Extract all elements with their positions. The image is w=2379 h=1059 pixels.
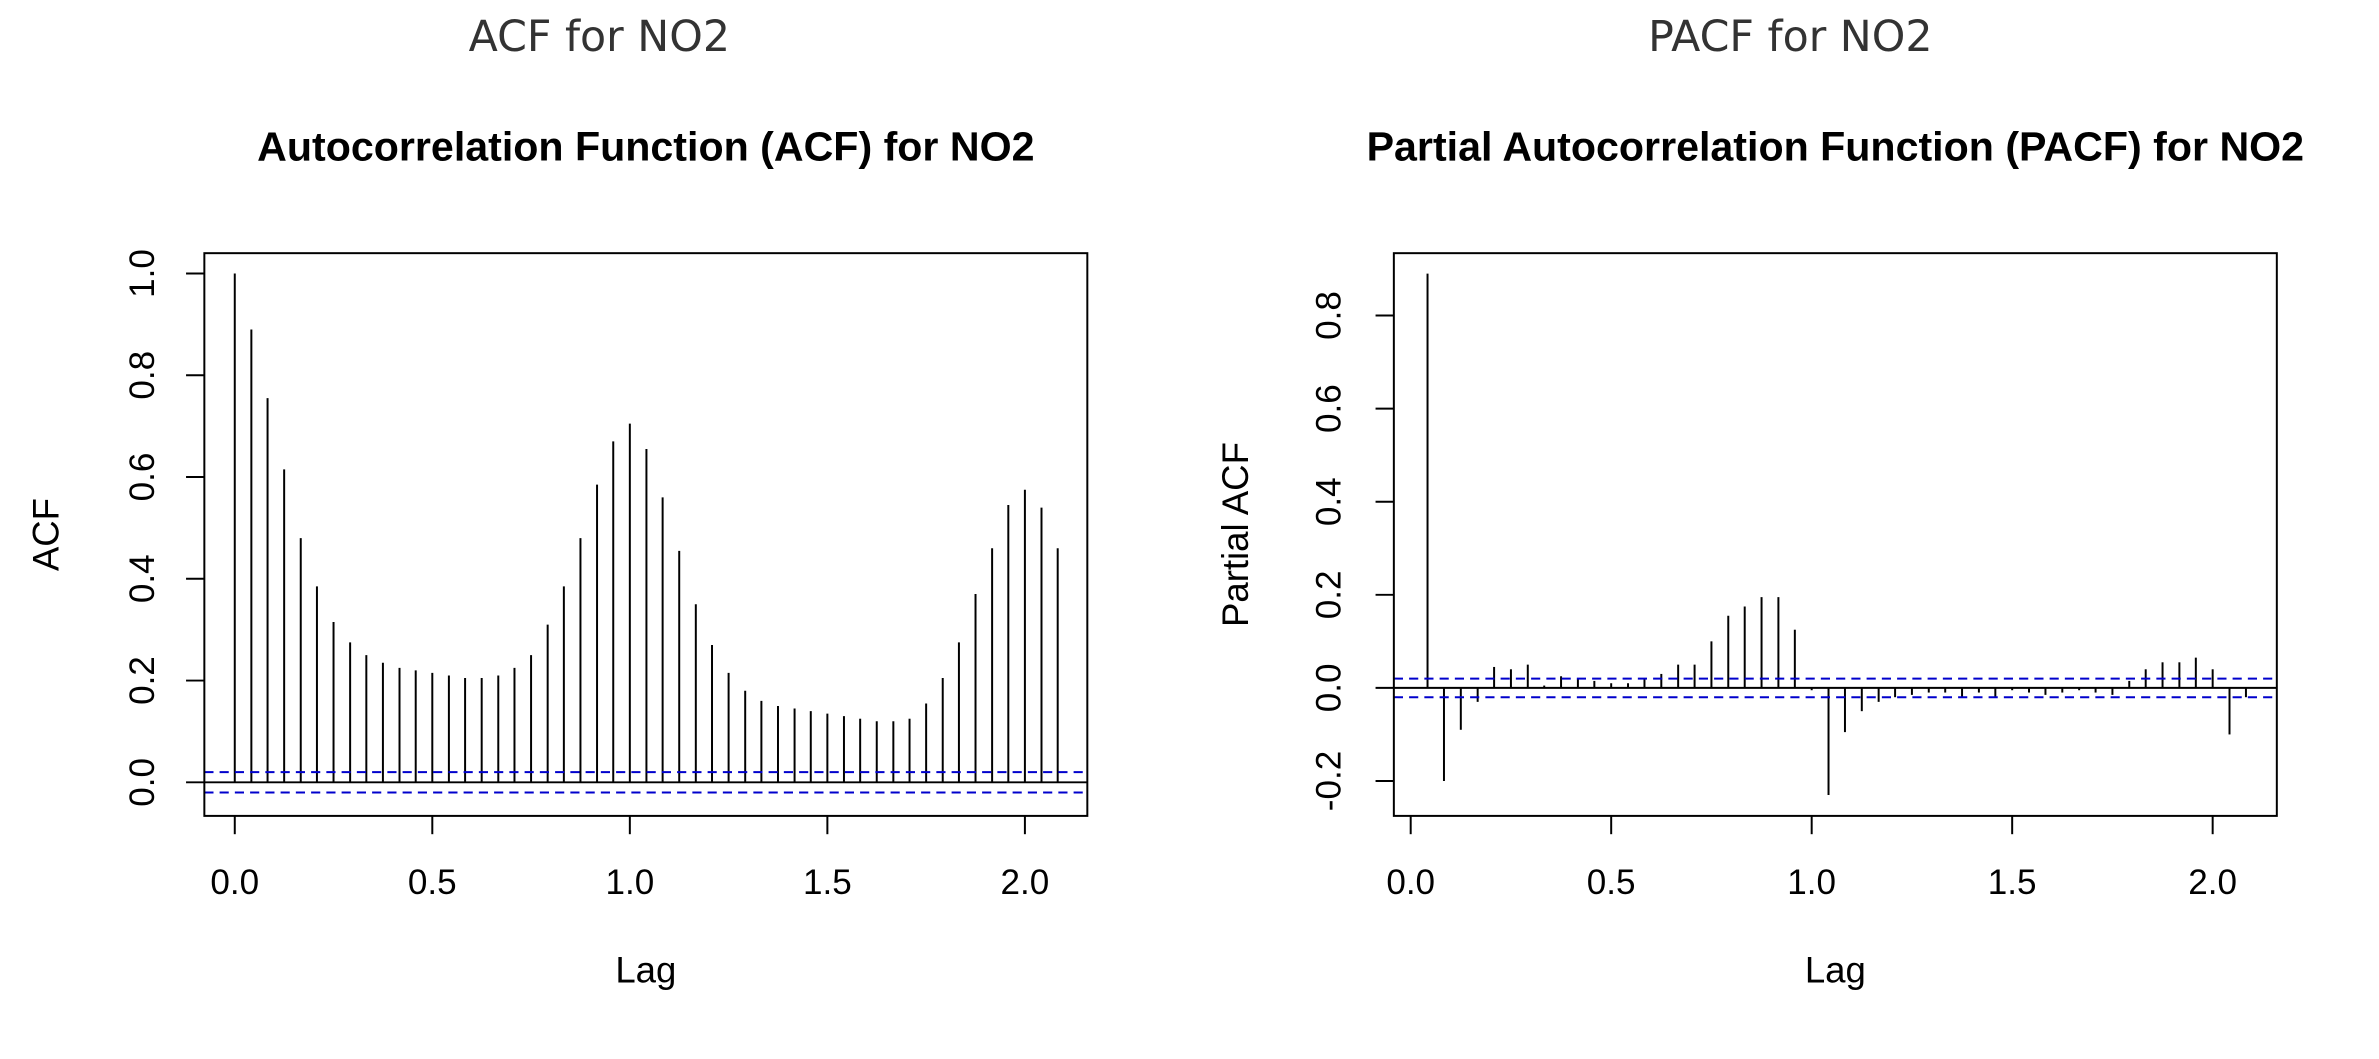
x-tick-label: 0.0	[210, 863, 259, 902]
x-tick-label: 1.5	[803, 863, 852, 902]
y-tick-label: 0.0	[1310, 664, 1349, 713]
y-tick-label: 0.0	[123, 758, 162, 807]
plot-frame	[203, 252, 1089, 817]
chart-title: Autocorrelation Function (ACF) for NO2	[257, 123, 1034, 169]
y-tick-label: 0.4	[1310, 477, 1349, 526]
chart-heading: PACF for NO2	[1648, 12, 1932, 62]
y-axis-label: Partial ACF	[1215, 442, 1256, 627]
y-tick-label: 0.8	[123, 351, 162, 400]
x-tick-label: 0.0	[1386, 863, 1435, 902]
x-axis-label: Lag	[1805, 950, 1866, 991]
x-axis-label: Lag	[615, 950, 676, 991]
y-tick-label: 0.8	[1310, 291, 1349, 340]
y-tick-label: 0.4	[123, 554, 162, 603]
y-axis-label: ACF	[25, 498, 66, 571]
y-tick-label: 0.2	[123, 656, 162, 705]
chart-title: Partial Autocorrelation Function (PACF) …	[1367, 123, 2304, 169]
plot-frame	[1392, 252, 2278, 817]
x-tick-label: 0.5	[408, 863, 457, 902]
y-tick-label: 0.2	[1310, 570, 1349, 619]
chart-heading: ACF for NO2	[469, 12, 730, 62]
x-tick-label: 1.5	[1988, 863, 2037, 902]
y-tick-label: 0.6	[123, 453, 162, 502]
x-tick-label: 1.0	[605, 863, 654, 902]
x-tick-label: 2.0	[2188, 863, 2237, 902]
x-tick-label: 2.0	[1001, 863, 1050, 902]
y-tick-label: -0.2	[1310, 751, 1349, 811]
y-tick-label: 0.6	[1310, 384, 1349, 433]
y-tick-label: 1.0	[123, 249, 162, 298]
x-tick-label: 1.0	[1787, 863, 1836, 902]
x-tick-label: 0.5	[1587, 863, 1636, 902]
